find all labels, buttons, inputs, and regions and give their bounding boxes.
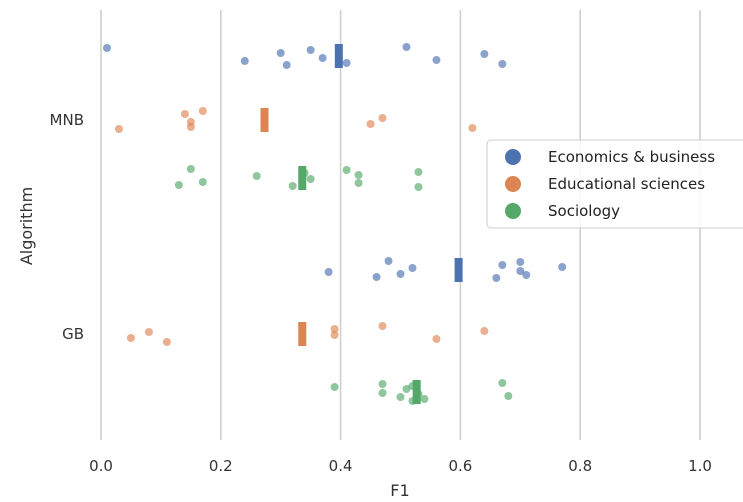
data-point (414, 183, 423, 191)
data-point (276, 49, 285, 57)
data-point (282, 61, 291, 69)
data-point (366, 120, 375, 128)
data-point (162, 338, 171, 346)
y-axis-ticks: MNB GB (50, 111, 84, 343)
mean-marker (334, 44, 343, 68)
x-tick-label: 0.6 (448, 457, 472, 475)
data-point (288, 182, 297, 190)
data-point (432, 56, 441, 64)
data-point (480, 327, 489, 335)
x-tick-label: 0.2 (209, 457, 233, 475)
data-point (396, 393, 405, 401)
data-point (558, 263, 567, 271)
data-point (240, 57, 249, 65)
data-point (306, 175, 315, 183)
data-point (354, 171, 363, 179)
data-point (252, 172, 261, 180)
x-axis-label: F1 (390, 481, 409, 500)
data-point (492, 274, 501, 282)
data-point (330, 383, 339, 391)
data-point (402, 43, 411, 51)
data-point (402, 385, 411, 393)
x-tick-label: 0.4 (329, 457, 353, 475)
data-point (126, 334, 135, 342)
data-point (498, 261, 507, 269)
data-point (180, 110, 189, 118)
data-point (408, 264, 417, 272)
mean-marker (454, 258, 463, 282)
legend: Economics & business Educational sciences… (486, 139, 743, 229)
data-point (330, 331, 339, 339)
y-tick-label: GB (62, 325, 84, 343)
legend-entry: Economics & business (548, 148, 715, 166)
data-point (378, 322, 387, 330)
x-tick-label: 0.8 (568, 457, 592, 475)
legend-entry: Educational sciences (548, 175, 705, 193)
data-point (516, 267, 525, 275)
data-point (354, 179, 363, 187)
data-point (174, 181, 183, 189)
mean-marker (298, 322, 307, 346)
y-tick-label: MNB (50, 111, 84, 129)
x-tick-label: 1.0 (688, 457, 712, 475)
data-point (414, 168, 423, 176)
mean-marker (260, 108, 269, 132)
data-point (330, 325, 339, 333)
data-point (378, 389, 387, 397)
data-point (114, 125, 123, 133)
legend-box (486, 139, 743, 229)
data-point (342, 59, 351, 67)
data-point (186, 165, 195, 173)
x-tick-label: 0.0 (89, 457, 113, 475)
data-point (498, 60, 507, 68)
data-point (516, 258, 525, 266)
mean-marker (412, 380, 421, 404)
data-point (432, 335, 441, 343)
mean-marker (298, 166, 307, 190)
data-point (324, 268, 333, 276)
data-point (318, 54, 327, 62)
x-axis-ticks: 0.0 0.2 0.4 0.6 0.8 1.0 (89, 457, 712, 475)
data-point (186, 123, 195, 131)
data-point (468, 124, 477, 132)
data-point (198, 178, 207, 186)
data-point (378, 380, 387, 388)
data-point (522, 271, 531, 279)
legend-marker (505, 203, 521, 219)
legend-entry: Sociology (548, 202, 620, 220)
y-axis-label: Algorithm (17, 187, 36, 265)
legend-marker (505, 149, 521, 165)
data-point (378, 114, 387, 122)
legend-marker (505, 176, 521, 192)
data-point (102, 44, 111, 52)
data-point (144, 328, 153, 336)
data-point (498, 379, 507, 387)
data-point (306, 46, 315, 54)
data-point (480, 50, 489, 58)
data-point (198, 107, 207, 115)
data-point (372, 273, 381, 281)
data-point (420, 395, 429, 403)
data-points (102, 43, 567, 405)
data-point (342, 166, 351, 174)
data-point (396, 270, 405, 278)
data-point (504, 392, 513, 400)
data-point (384, 257, 393, 265)
mean-markers (260, 44, 463, 404)
